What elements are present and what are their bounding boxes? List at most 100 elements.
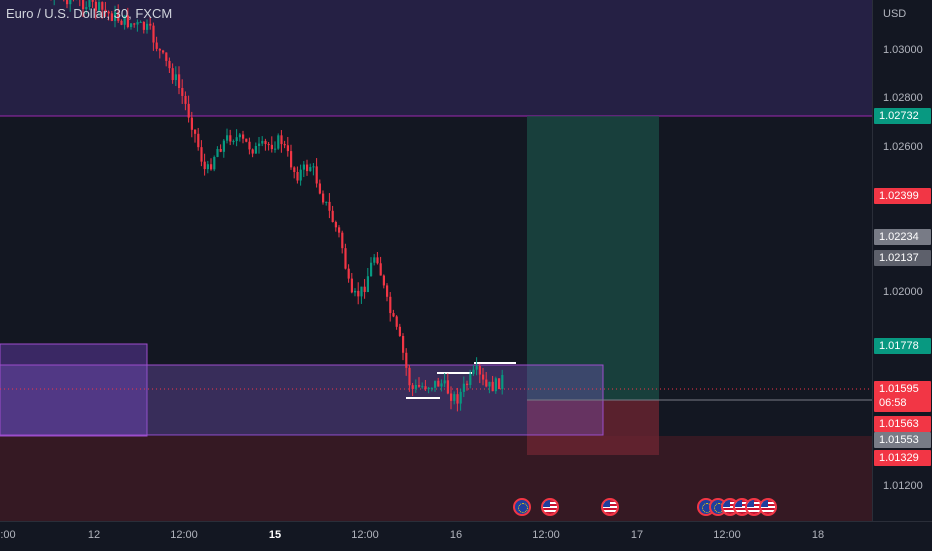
candle-body xyxy=(206,164,209,170)
us-flag-event-icon[interactable] xyxy=(759,498,777,516)
candle-body xyxy=(187,103,190,118)
long-position-stop-zone[interactable] xyxy=(527,400,659,455)
candle-body xyxy=(373,257,376,263)
us-canton-icon xyxy=(603,500,610,507)
symbol-title[interactable]: Euro / U.S. Dollar, 30, FXCM xyxy=(6,6,173,21)
candle-body xyxy=(363,286,366,293)
candle-body xyxy=(382,275,385,286)
us-canton-icon xyxy=(735,500,742,507)
candle-body xyxy=(251,149,254,154)
last-price-tag[interactable]: 1.01595 06:58 xyxy=(874,381,931,412)
candle-body xyxy=(462,383,465,392)
purple-zone-wide[interactable] xyxy=(0,364,604,436)
candle-body xyxy=(133,23,136,25)
candle-body xyxy=(258,143,261,147)
candle-body xyxy=(274,148,277,150)
candle-body xyxy=(238,134,241,138)
price-tag-stop-low[interactable]: 1.01329 xyxy=(874,450,931,466)
candle-body xyxy=(267,144,270,146)
currency-label: USD xyxy=(883,8,907,20)
purple-zone-left[interactable] xyxy=(0,343,148,437)
candle-body xyxy=(248,141,251,150)
candle-body xyxy=(421,386,424,388)
candle-body xyxy=(357,290,360,297)
candle-body xyxy=(398,326,401,336)
time-label: 17 xyxy=(630,529,644,541)
price-tag-gray-low[interactable]: 1.02137 xyxy=(874,250,931,266)
candle-body xyxy=(338,227,341,233)
candle-body xyxy=(98,2,101,11)
time-scale[interactable]: :00 12 12:00 15 12:00 16 12:00 17 12:00 … xyxy=(0,521,932,551)
candle-body xyxy=(354,290,357,293)
candle-body xyxy=(181,87,184,96)
candle-body xyxy=(408,367,411,386)
candle-body xyxy=(350,278,353,293)
us-canton-icon xyxy=(723,500,730,507)
candle-body xyxy=(322,193,325,203)
candle-body xyxy=(171,68,174,81)
price-tick: 1.02800 xyxy=(883,92,923,104)
candle-body xyxy=(91,0,94,2)
candle-body xyxy=(379,263,382,276)
candle-body xyxy=(466,383,469,385)
price-tag-entry-green[interactable]: 1.01778 xyxy=(874,338,931,354)
us-flag-event-icon[interactable] xyxy=(601,498,619,516)
candle-body xyxy=(280,135,283,145)
time-label: 18 xyxy=(811,529,825,541)
candle-body xyxy=(69,0,72,5)
candle-body xyxy=(146,23,149,30)
candle-body xyxy=(219,148,222,152)
candle-body xyxy=(162,50,165,53)
candle-body xyxy=(392,313,395,317)
price-scale[interactable]: USD 1.03000 1.02800 1.02600 1.02000 1.01… xyxy=(872,0,932,521)
time-label: 16 xyxy=(449,529,463,541)
candle-body xyxy=(402,335,405,353)
candle-body xyxy=(286,145,289,152)
price-tag-red-level[interactable]: 1.02399 xyxy=(874,188,931,204)
candle-body xyxy=(443,380,446,384)
time-label: 12:00 xyxy=(532,529,560,541)
candle-body xyxy=(197,133,200,148)
candle-body xyxy=(296,171,299,181)
candle-body xyxy=(450,393,453,401)
candles-group xyxy=(50,0,504,412)
candle-body xyxy=(232,141,235,143)
candle-body xyxy=(472,369,475,374)
candle-body xyxy=(82,0,85,10)
candle-body xyxy=(213,156,216,170)
time-label: 12:00 xyxy=(351,529,379,541)
us-flag-event-icon[interactable] xyxy=(541,498,559,516)
candle-body xyxy=(229,135,232,142)
candle-body xyxy=(210,164,213,170)
candle-body xyxy=(482,374,485,380)
price-tag-target[interactable]: 1.02732 xyxy=(874,108,931,124)
candle-body xyxy=(491,381,494,392)
candle-body xyxy=(120,20,123,25)
supply-zone-top[interactable] xyxy=(0,0,872,116)
candle-body xyxy=(200,147,203,162)
price-tag-stop[interactable]: 1.01563 xyxy=(874,416,931,432)
eu-flag-event-icon[interactable] xyxy=(513,498,531,516)
price-tag-gray-high[interactable]: 1.02234 xyxy=(874,229,931,245)
candle-body xyxy=(277,135,280,149)
chart-pane[interactable]: Euro / U.S. Dollar, 30, FXCM xyxy=(0,0,872,521)
candle-body xyxy=(331,210,334,222)
candle-body xyxy=(226,135,229,141)
price-tick: 1.01200 xyxy=(883,480,923,492)
candle-body xyxy=(107,11,110,14)
candle-body xyxy=(85,7,88,10)
candle-body xyxy=(334,221,337,228)
long-position-target-zone[interactable] xyxy=(527,116,659,400)
candle-body xyxy=(478,366,481,375)
candle-body xyxy=(165,52,168,61)
price-tag-gray-bottom[interactable]: 1.01553 xyxy=(874,432,931,448)
candle-body xyxy=(293,167,296,172)
candle-body xyxy=(126,15,129,28)
last-price-value: 1.01595 xyxy=(879,383,919,395)
candle-body xyxy=(152,25,155,43)
candle-body xyxy=(203,161,206,170)
candle-body xyxy=(344,248,347,269)
price-chart-canvas[interactable] xyxy=(0,0,872,521)
candle-body xyxy=(485,379,488,387)
time-label: 12:00 xyxy=(713,529,741,541)
